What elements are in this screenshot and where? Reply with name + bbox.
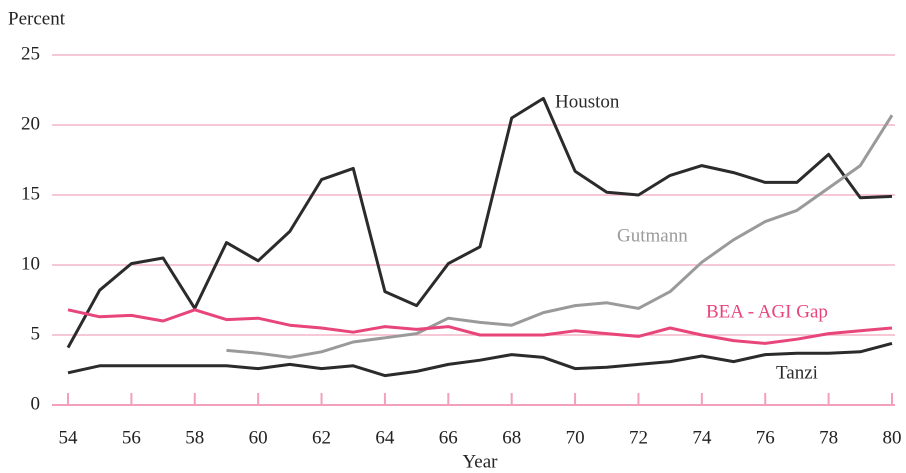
x-tick-label: 74 (692, 427, 712, 448)
x-tick-label: 64 (375, 427, 395, 448)
x-tick-label: 68 (502, 427, 521, 448)
x-axis-label: Year (462, 451, 498, 472)
series-line (67, 341, 893, 378)
y-tick-label: 5 (31, 323, 41, 344)
series-line (67, 308, 893, 345)
x-tick-label: 70 (566, 427, 585, 448)
series-label: Houston (555, 91, 620, 112)
x-tick-label: 56 (122, 427, 141, 448)
y-tick-label: 15 (21, 183, 40, 204)
x-tick-label: 66 (439, 427, 458, 448)
y-tick-label: 0 (31, 393, 41, 414)
x-tick-label: 78 (819, 427, 838, 448)
y-axis-label: Percent (8, 8, 66, 29)
series-line (66, 96, 893, 349)
x-tick-label: 76 (756, 427, 775, 448)
x-tick-label: 80 (883, 427, 902, 448)
series-label: BEA - AGI Gap (706, 301, 828, 322)
series-label: Tanzi (776, 362, 818, 383)
y-tick-label: 25 (21, 43, 40, 64)
series-line (226, 114, 894, 359)
series-label: Gutmann (617, 225, 688, 246)
x-tick-label: 60 (249, 427, 268, 448)
x-tick-label: 72 (629, 427, 648, 448)
x-tick-label: 54 (59, 427, 79, 448)
y-tick-label: 20 (21, 113, 40, 134)
x-tick-label: 62 (312, 427, 331, 448)
x-tick-label: 58 (185, 427, 204, 448)
y-tick-label: 10 (21, 253, 40, 274)
